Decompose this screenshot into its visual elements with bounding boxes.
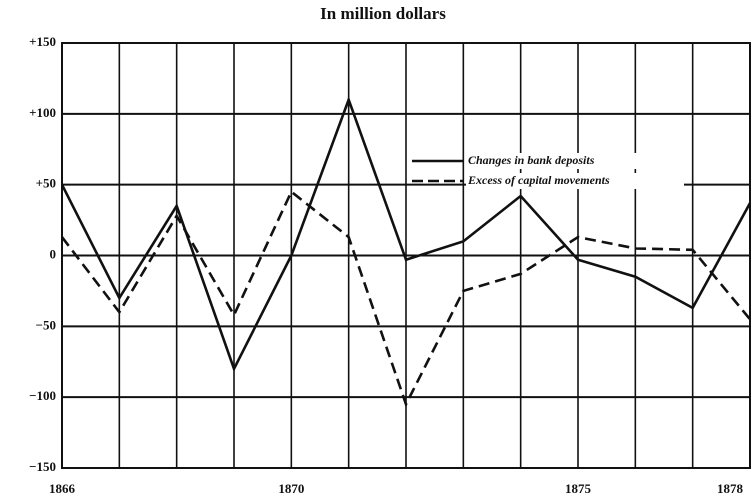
y-tick-label: −100 (29, 388, 56, 403)
plot-frame (61, 42, 751, 469)
y-tick-label: 0 (50, 246, 57, 261)
data-line (60, 189, 752, 408)
y-tick-label: −50 (36, 317, 56, 332)
legend-label: Excess of capital movements (467, 173, 610, 187)
chart-title: In million dollars (320, 4, 446, 23)
y-tick-label: +100 (29, 105, 56, 120)
y-tick-label: +150 (29, 34, 56, 49)
y-tick-label: −150 (29, 459, 56, 474)
x-tick-label: 1866 (49, 481, 76, 496)
legend-bg (466, 173, 684, 189)
data-line (60, 95, 752, 373)
y-tick-label: +50 (36, 176, 56, 191)
legend-label: Changes in bank deposits (468, 153, 595, 167)
x-tick-label: 1875 (565, 481, 592, 496)
x-tick-label: 1870 (278, 481, 304, 496)
x-tick-label: 1878 (717, 481, 744, 496)
legend-bg (466, 153, 684, 169)
